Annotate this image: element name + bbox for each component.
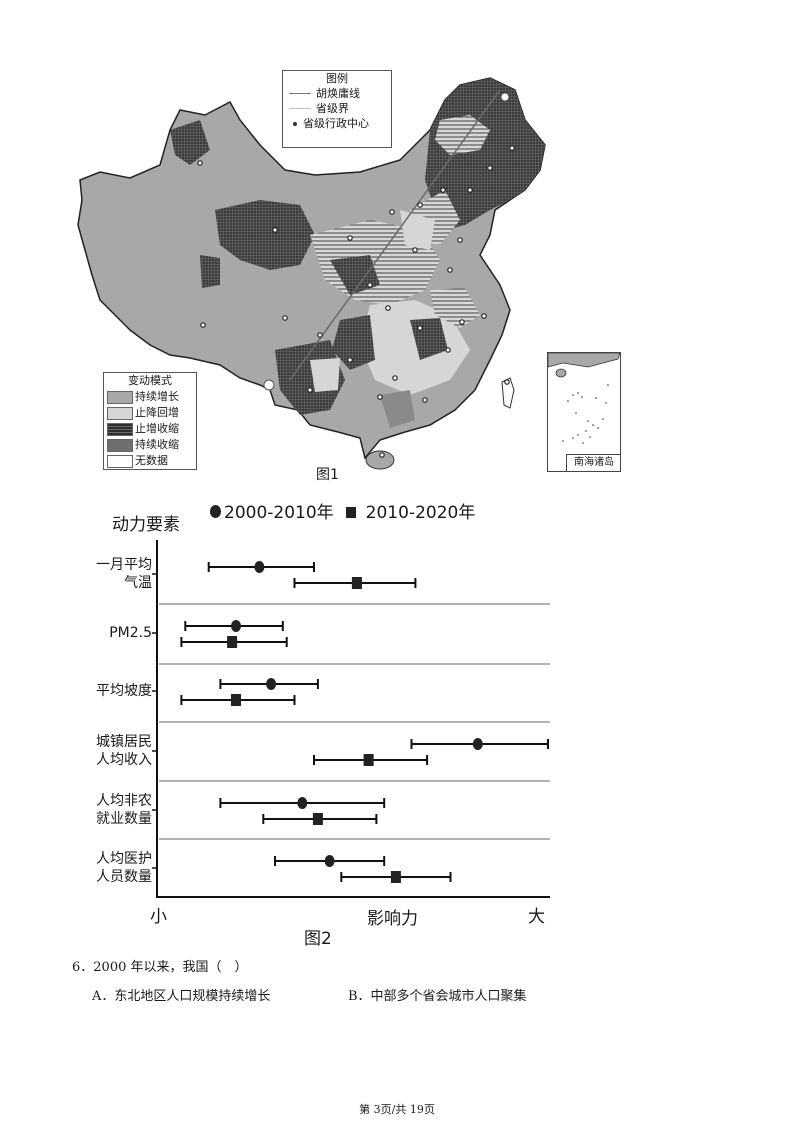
south-china-sea-inset: 南海诸岛 [547, 352, 621, 472]
x-axis-min-label: 小 [150, 907, 167, 927]
legend-item-2000-2010: 2000-2010年 [210, 498, 334, 523]
mode-item: 无数据 [104, 453, 196, 469]
option-b[interactable]: B．中部多个省会城市人口聚集 [348, 989, 527, 1004]
inset-map-graphic [548, 353, 620, 444]
square-marker-icon [227, 636, 238, 648]
y-axis-title: 动力要素 [112, 515, 180, 535]
legend-item-2010-2020: 2010-2020年 [345, 498, 475, 523]
question-stem: 6．2000 年以来，我国（ ） [72, 960, 248, 975]
circle-marker-icon [297, 797, 308, 809]
swatch-icon [107, 390, 133, 404]
chart-plot-area [152, 540, 550, 898]
inset-label: 南海诸岛 [566, 454, 620, 471]
x-axis-max-label: 大 [528, 907, 545, 927]
category-label-nonfarm-jobs: 人均非农 就业数量 [96, 793, 152, 827]
swatch-icon [107, 438, 133, 452]
mode-item: 持续收缩 [104, 437, 196, 453]
x-axis-title: 影响力 [367, 909, 418, 929]
legend-item-capital: 省级行政中心 [283, 116, 391, 131]
category-label-medical-staff: 人均医护 人员数量 [96, 851, 152, 885]
circle-marker-icon [210, 505, 221, 518]
square-marker-icon [363, 754, 374, 766]
figure1-caption: 图1 [316, 467, 339, 483]
change-mode-legend: 变动模式 持续增长 止降回增 止增收缩 持续收缩 无数据 [103, 372, 197, 470]
square-marker-icon [231, 694, 241, 706]
square-marker-icon [312, 813, 323, 825]
circle-marker-icon [231, 620, 241, 632]
driving-factors-chart: 2000-2010年 2010-2020年 动力要素 一月平均 气温 PM2.5 … [70, 490, 590, 950]
swatch-icon [107, 422, 133, 436]
circle-marker-icon [254, 561, 265, 573]
square-marker-icon [390, 871, 401, 883]
category-label-slope: 平均坡度 [96, 683, 152, 699]
chart-legend: 2000-2010年 2010-2020年 [210, 498, 475, 523]
figure2-caption: 图2 [304, 929, 332, 949]
option-a[interactable]: A．东北地区人口规模持续增长 [92, 989, 271, 1004]
map-legend-title: 图例 [326, 72, 348, 85]
square-marker-icon [351, 577, 362, 589]
circle-marker-icon [472, 738, 483, 750]
thin-line-symbol-icon [289, 108, 311, 109]
map-legend: 图例 胡焕庸线 省级界 省级行政中心 [282, 70, 392, 148]
population-change-map: 图例 胡焕庸线 省级界 省级行政中心 变动模式 持续增长 止降回增 止增收缩 持… [70, 60, 630, 483]
circle-marker-icon [266, 678, 277, 690]
swatch-icon [107, 406, 133, 420]
circle-marker-icon [324, 855, 335, 867]
dot-symbol-icon [293, 121, 297, 126]
mode-item: 止增收缩 [104, 421, 196, 437]
category-label-jan-temp: 一月平均 气温 [96, 557, 152, 591]
category-label-pm25: PM2.5 [109, 625, 152, 641]
capital-dots [197, 145, 515, 458]
category-label-income: 城镇居民 人均收入 [96, 734, 152, 768]
legend-item-hu-line: 胡焕庸线 [283, 86, 391, 101]
square-marker-icon [345, 507, 356, 518]
mode-item: 持续增长 [104, 389, 196, 405]
china-map-graphic [77, 77, 546, 470]
mode-legend-title: 变动模式 [128, 374, 172, 387]
mode-item: 止降回增 [104, 405, 196, 421]
line-symbol-icon [289, 93, 311, 94]
page-footer: 第 3页/共 19页 [359, 1103, 435, 1116]
swatch-icon [107, 454, 133, 468]
legend-item-province-border: 省级界 [283, 101, 391, 116]
